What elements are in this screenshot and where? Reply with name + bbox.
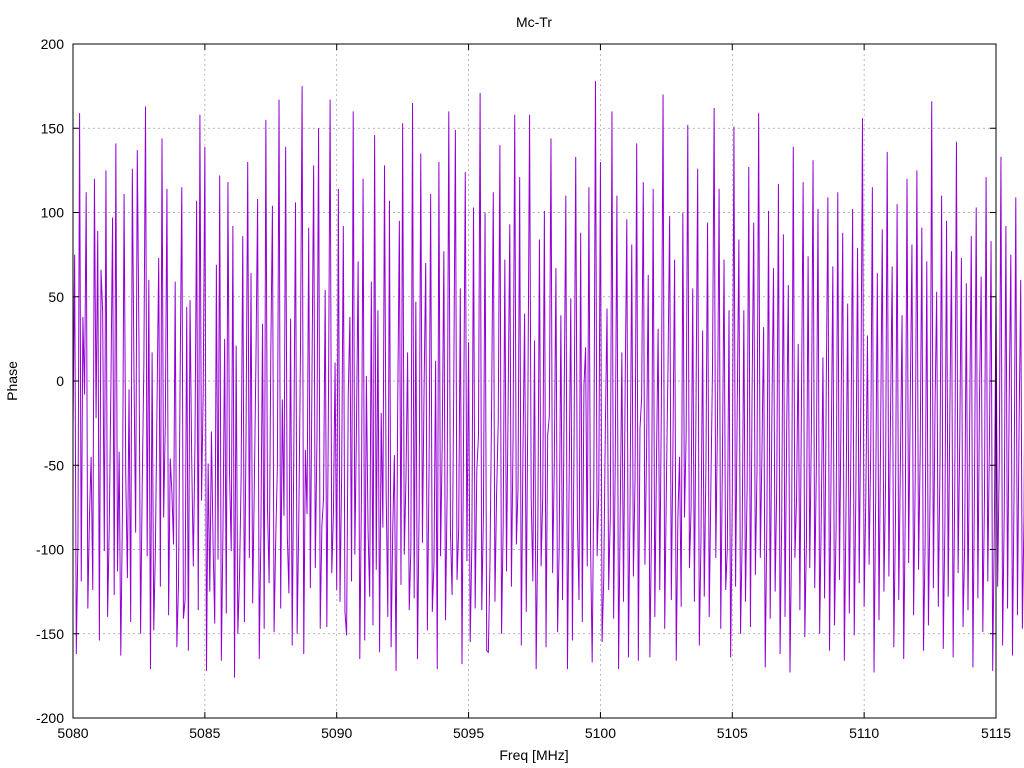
x-tick-label: 5095 xyxy=(453,725,484,741)
chart-title: Mc-Tr xyxy=(516,14,552,30)
x-tick-label: 5090 xyxy=(321,725,352,741)
y-tick-label: 50 xyxy=(48,289,64,305)
y-axis-label: Phase xyxy=(4,361,20,401)
x-tick-label: 5085 xyxy=(189,725,220,741)
x-tick-label: 5115 xyxy=(981,725,1011,741)
series-group xyxy=(72,81,1024,678)
y-tick-labels: -200 -150 -100 -50 0 50 100 150 200 xyxy=(36,36,64,726)
x-tick-label: 5100 xyxy=(585,725,616,741)
y-tick-label: -100 xyxy=(36,542,64,558)
x-tick-label: 5105 xyxy=(717,725,748,741)
y-tick-label: -150 xyxy=(36,626,64,642)
y-tick-label: 200 xyxy=(41,36,65,52)
x-tick-label: 5110 xyxy=(849,725,879,741)
y-tick-label: 0 xyxy=(56,373,64,389)
series-line xyxy=(72,81,1024,678)
axis-ticks xyxy=(72,43,997,719)
x-tick-labels: 5080 5085 5090 5095 5100 5105 5110 5115 xyxy=(57,725,1011,741)
y-tick-label: -200 xyxy=(36,710,64,726)
x-axis-label: Freq [MHz] xyxy=(499,747,568,763)
y-tick-label: 150 xyxy=(41,120,65,136)
y-tick-label: 100 xyxy=(41,205,65,221)
y-tick-label: -50 xyxy=(44,457,64,473)
x-tick-label: 5080 xyxy=(57,725,88,741)
